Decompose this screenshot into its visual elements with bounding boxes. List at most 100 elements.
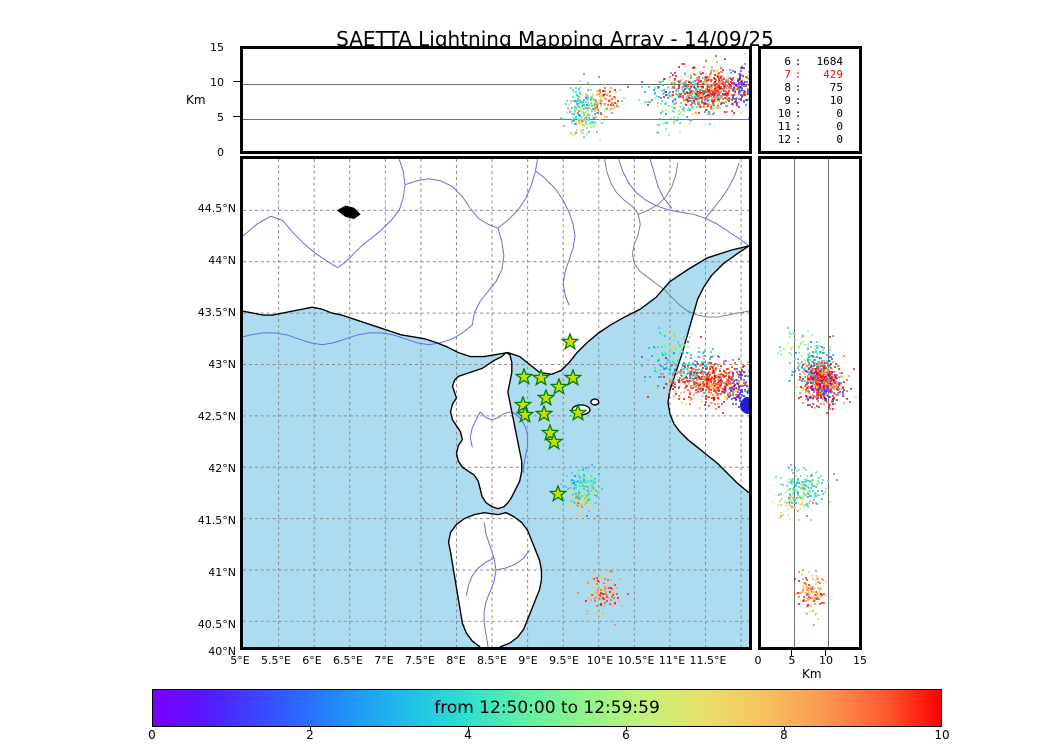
lightning-source-point	[598, 581, 600, 584]
lightning-source-point	[580, 484, 583, 487]
lightning-source-point	[806, 515, 809, 518]
lightning-source-point	[591, 478, 594, 481]
lightning-source-point	[588, 108, 591, 110]
lightning-source-point	[831, 376, 833, 378]
lightning-source-point	[583, 492, 586, 495]
lightning-source-point	[738, 380, 741, 383]
lightning-source-point	[718, 373, 721, 375]
lightning-source-point	[575, 491, 578, 494]
lightning-source-point	[703, 76, 706, 79]
lightning-source-point	[822, 360, 825, 363]
lightning-source-point	[600, 94, 603, 97]
lightning-source-point	[687, 395, 690, 398]
lightning-source-point	[576, 94, 579, 97]
lightning-source-point	[712, 108, 715, 111]
lightning-source-point	[584, 600, 587, 603]
lightning-source-point	[828, 363, 831, 366]
lightning-source-point	[583, 136, 586, 139]
station-count-legend: 6:1684 7:429 8:75 9:10 10:0 11:0 12:0	[758, 46, 862, 154]
lightning-source-point	[735, 100, 738, 103]
lightning-source-point	[789, 488, 791, 491]
lightning-source-point	[687, 369, 690, 372]
lightning-source-point	[821, 383, 824, 386]
lightning-source-point	[604, 569, 607, 571]
lightning-source-point	[793, 486, 796, 489]
lightning-source-point	[597, 90, 600, 93]
lightning-source-point	[778, 516, 781, 519]
lightning-source-point	[720, 389, 723, 392]
lightning-source-point	[812, 588, 814, 590]
lightning-source-point	[576, 97, 579, 100]
lightning-source-point	[797, 346, 800, 349]
lightning-source-point	[568, 103, 571, 106]
lightning-source-point	[595, 502, 598, 504]
lightning-source-point	[595, 104, 598, 107]
lightning-source-point	[823, 370, 826, 372]
landmass-sardinia	[448, 512, 542, 647]
lightning-source-point	[685, 92, 688, 95]
lightning-source-point	[575, 102, 578, 105]
lightning-source-point	[819, 364, 822, 367]
lightning-source-point	[717, 98, 720, 101]
lightning-source-point	[674, 367, 677, 370]
lightning-source-point	[573, 99, 576, 102]
lightning-source-point	[852, 367, 855, 370]
station-count-value: 0	[836, 133, 843, 146]
lightning-source-point	[690, 363, 693, 366]
lightning-source-point	[813, 369, 816, 371]
lightning-source-point	[806, 588, 809, 591]
lightning-source-point	[806, 485, 808, 488]
lightning-source-point	[705, 378, 708, 380]
lightning-source-point	[819, 587, 822, 590]
lightning-source-point	[798, 495, 801, 498]
lightning-source-point	[708, 390, 711, 393]
lightning-source-point	[730, 85, 733, 88]
station-marker-star-icon	[563, 368, 582, 386]
lightning-source-point	[802, 581, 805, 584]
lightning-source-point	[699, 390, 702, 393]
lightning-source-point	[716, 70, 718, 73]
lightning-source-point	[690, 332, 693, 335]
lightning-source-point	[693, 66, 696, 69]
lightning-source-point	[806, 360, 809, 363]
lightning-source-point	[587, 113, 590, 116]
lightning-source-point	[689, 104, 692, 106]
lightning-source-point	[709, 85, 712, 88]
lightning-source-point	[747, 116, 749, 119]
lightning-source-point	[587, 115, 590, 118]
lightning-source-point	[731, 381, 734, 384]
lightning-source-point	[614, 584, 617, 587]
lightning-source-point	[681, 378, 684, 381]
lightning-source-point	[717, 81, 720, 84]
lightning-source-point	[578, 93, 581, 96]
lightning-source-point	[798, 369, 800, 371]
lightning-source-point	[796, 481, 799, 484]
lightning-source-point	[730, 376, 733, 379]
lightning-source-point	[741, 93, 743, 96]
lightning-source-point	[575, 503, 578, 506]
lightning-source-point	[803, 493, 806, 496]
lightning-source-point	[714, 86, 717, 89]
lightning-source-point	[656, 360, 659, 362]
lightning-source-point	[814, 613, 817, 616]
lightning-source-point	[822, 378, 825, 381]
lightning-source-point	[728, 383, 731, 386]
lightning-source-point	[598, 594, 601, 596]
lightning-source-point	[833, 377, 836, 380]
lightning-source-point	[673, 99, 676, 102]
lightning-source-point	[592, 489, 595, 492]
lightning-source-point	[693, 394, 696, 397]
lightning-source-point	[604, 97, 606, 100]
lightning-source-point	[815, 397, 818, 400]
lightning-source-point	[710, 94, 712, 97]
lightning-source-point	[685, 374, 688, 377]
lightning-source-point	[699, 387, 702, 390]
lightning-source-point	[657, 356, 659, 359]
lightning-source-point	[587, 485, 590, 488]
lightning-source-point	[672, 362, 675, 365]
lightning-source-point	[663, 95, 666, 98]
lightning-source-point	[680, 86, 683, 89]
lightning-source-point	[699, 386, 702, 389]
lightning-source-point	[575, 502, 578, 505]
lightning-source-point	[822, 391, 825, 394]
